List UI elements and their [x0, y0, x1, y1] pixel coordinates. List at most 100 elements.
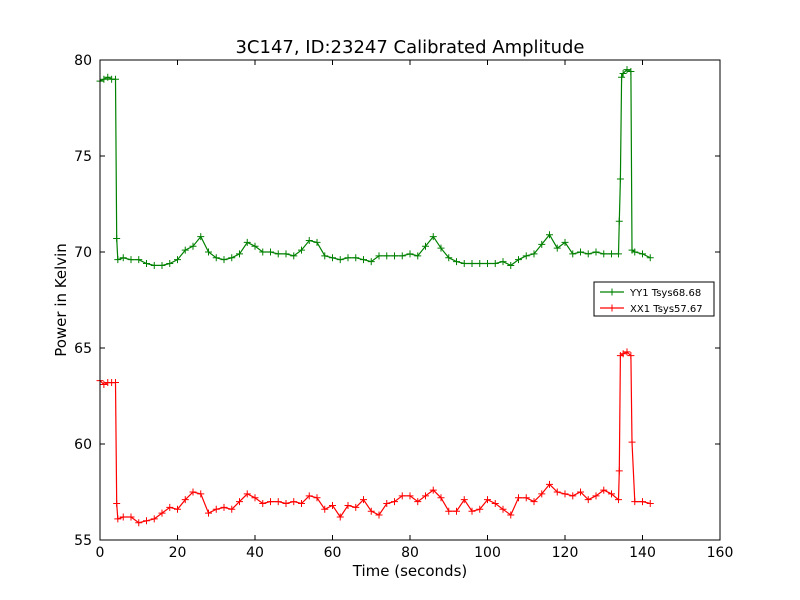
data-point — [614, 250, 622, 258]
data-point — [619, 69, 627, 77]
data-point — [530, 498, 538, 506]
data-point — [290, 498, 298, 506]
data-point — [352, 254, 360, 262]
data-point — [143, 260, 150, 268]
x-tick-label: 0 — [96, 545, 105, 561]
data-point — [561, 490, 569, 498]
data-point — [166, 260, 174, 268]
data-point — [414, 498, 422, 506]
data-point — [553, 244, 561, 252]
data-point — [383, 500, 391, 508]
data-point — [476, 505, 484, 513]
data-point — [135, 256, 143, 264]
data-point — [499, 258, 507, 266]
data-point — [522, 252, 530, 260]
data-point — [220, 256, 228, 264]
data-point — [422, 492, 429, 500]
data-point — [460, 260, 468, 268]
data-point — [391, 252, 398, 260]
data-point — [174, 505, 181, 513]
data-point — [367, 258, 375, 266]
data-point — [205, 509, 212, 517]
data-point — [584, 250, 592, 258]
data-point — [127, 256, 135, 264]
data-point — [166, 503, 174, 511]
data-point — [150, 515, 158, 523]
data-point — [251, 242, 259, 250]
x-tick-label: 20 — [169, 545, 187, 561]
data-point — [530, 250, 538, 258]
data-point — [522, 494, 530, 502]
data-point — [484, 496, 491, 504]
data-point — [383, 252, 391, 260]
data-point — [282, 250, 290, 258]
data-point — [445, 507, 453, 515]
data-point — [228, 254, 236, 262]
data-point — [414, 252, 422, 260]
data-point — [577, 248, 584, 256]
data-point — [398, 492, 406, 500]
x-tick-label: 100 — [474, 545, 501, 561]
data-point — [429, 233, 437, 241]
data-point — [375, 511, 383, 519]
data-point — [113, 235, 121, 243]
data-point — [646, 500, 654, 508]
data-point — [608, 250, 615, 258]
y-tick-label: 65 — [74, 341, 92, 357]
data-point — [189, 488, 197, 496]
data-point — [298, 500, 305, 508]
x-tick-label: 120 — [552, 545, 579, 561]
data-point — [618, 73, 626, 81]
legend-label: XX1 Tsys57.67 — [630, 304, 703, 315]
data-point — [158, 509, 166, 517]
data-point — [631, 248, 639, 256]
data-point — [205, 248, 212, 256]
series-line — [99, 68, 651, 267]
data-point — [313, 238, 321, 246]
data-point — [336, 513, 344, 521]
data-point — [468, 507, 476, 515]
data-point — [491, 500, 499, 508]
data-point — [100, 75, 108, 83]
data-point — [515, 256, 522, 264]
data-point — [491, 260, 499, 268]
x-axis-label: Time (seconds) — [352, 562, 468, 580]
data-point — [616, 175, 624, 183]
data-point — [631, 498, 639, 506]
legend-label: YY1 Tsys68.68 — [629, 288, 701, 299]
data-point — [298, 246, 305, 254]
data-point — [484, 260, 491, 268]
data-point — [608, 490, 615, 498]
data-point — [569, 250, 577, 258]
data-point — [290, 252, 298, 260]
data-point — [197, 233, 205, 241]
data-point — [112, 379, 119, 387]
data-point — [627, 352, 635, 360]
y-tick-label: 80 — [74, 53, 92, 69]
data-point — [468, 260, 476, 268]
data-point — [615, 467, 623, 475]
legend-box — [593, 281, 715, 317]
data-point — [429, 486, 437, 494]
data-point — [344, 501, 352, 509]
data-point — [406, 492, 414, 500]
data-point — [243, 490, 251, 498]
data-point — [476, 260, 484, 268]
data-point — [236, 498, 243, 506]
data-point — [329, 501, 336, 509]
data-point — [321, 505, 329, 513]
data-point — [538, 240, 546, 248]
data-point — [321, 252, 329, 260]
data-point — [236, 250, 243, 258]
data-point — [259, 248, 267, 256]
data-point — [445, 254, 453, 262]
data-point — [619, 350, 627, 358]
data-point — [282, 500, 290, 508]
data-point — [628, 438, 636, 446]
data-point — [360, 256, 367, 264]
y-axis-label: Power in Kelvin — [52, 243, 70, 357]
data-point — [344, 254, 352, 262]
data-point — [313, 494, 321, 502]
data-point — [228, 505, 236, 513]
